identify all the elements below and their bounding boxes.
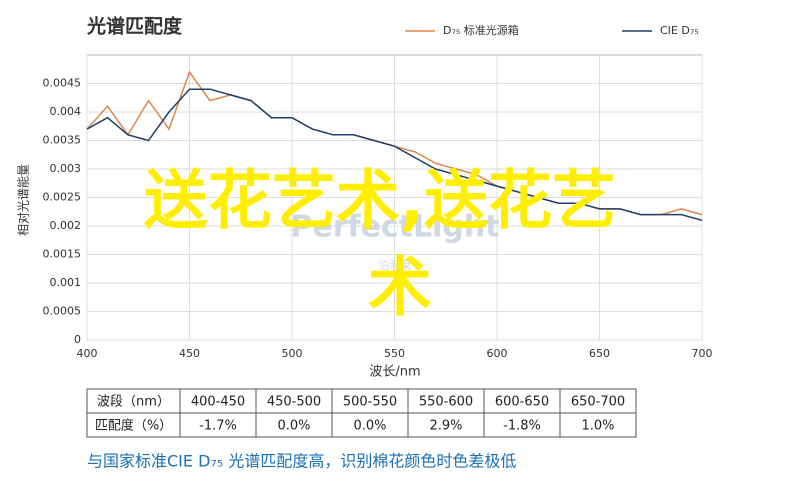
y-tick-label: 0.0015 [43,248,82,261]
legend-label: CIE D₇₅ [660,24,699,37]
table-text: 650-700 [571,395,625,410]
table-cell [559,388,637,414]
x-tick-label: 400 [77,347,98,360]
table-text: -1.7% [199,419,237,434]
y-tick-label: 0.0025 [43,191,82,204]
y-tick-label: 0.001 [50,276,82,289]
x-tick-label: 700 [692,347,713,360]
x-axis-label: 波长/nm [369,365,420,380]
x-tick-label: 500 [282,347,303,360]
table-text: 波段（nm） [97,395,170,410]
table-cell [559,412,637,438]
table-text: 550-600 [419,395,473,410]
table-text: 0.0% [353,419,386,434]
chart-title: 光谱匹配度 [86,15,183,38]
table-text: 匹配度（%） [95,418,172,434]
table-text: 0.0% [277,419,310,434]
y-tick-label: 0.0045 [43,77,82,90]
table-text: 400-450 [191,395,245,410]
table-text: 500-550 [343,395,397,410]
caption: 与国家标准CIE D₇₅ 光谱匹配度高，识别棉花颜色时色差极低 [87,452,516,471]
x-tick-label: 550 [384,347,405,360]
y-tick-label: 0.0035 [43,134,82,147]
table-text: 600-650 [495,395,549,410]
table-cell [255,412,333,438]
table-cell [331,388,409,414]
y-tick-label: 0.002 [50,219,82,232]
table-text: 450-500 [267,395,321,410]
table-cell [255,388,333,414]
y-tick-label: 0 [74,333,81,346]
y-tick-label: 0.0005 [43,305,82,318]
y-tick-label: 0.003 [50,162,82,175]
table-cell [179,412,257,438]
x-tick-label: 650 [589,347,610,360]
table-text: 2.9% [429,419,462,434]
watermark: PerfectLight [290,210,499,245]
y-tick-label: 0.004 [50,105,82,118]
table-cell [86,412,181,438]
table-cell [483,412,561,438]
overlay-text: 术 [368,252,432,326]
overlay-text: 送花艺术,送花艺 [144,165,616,239]
table-text: 1.0% [581,419,614,434]
x-tick-label: 450 [179,347,200,360]
legend-label: D₇₅ 标准光源箱 [443,23,519,37]
series-line [86,88,703,222]
table-cell [331,412,409,438]
table-cell [407,388,485,414]
table-cell [407,412,485,438]
y-axis-label: 相对光谱能量 [17,164,31,236]
table-text: -1.8% [503,419,541,434]
watermark: 泊菲莱 [379,259,412,272]
x-tick-label: 600 [487,347,508,360]
